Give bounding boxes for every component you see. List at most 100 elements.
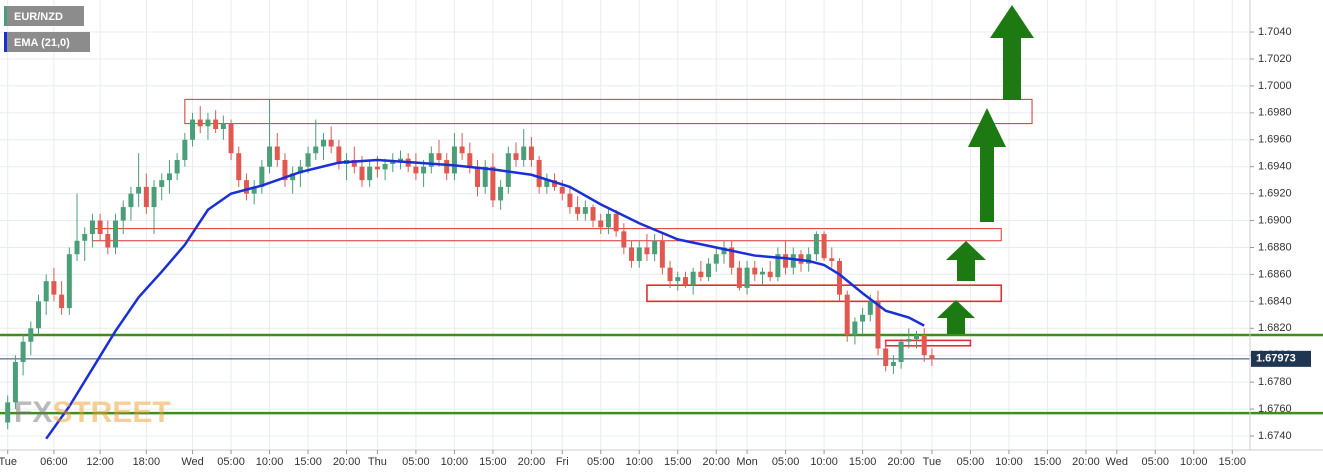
candle-body [729,247,735,268]
candle-body [190,119,196,140]
x-tick-label: Tue [0,456,17,468]
candle-body [459,146,465,154]
y-tick-label: 1.7000 [1258,80,1292,92]
candle-body [582,207,588,214]
candle-body [783,254,789,268]
candle-body [914,335,920,340]
candle-body [544,180,550,187]
watermark-part: STREET [52,396,170,429]
candle-body [698,271,704,278]
candle-body [89,220,95,235]
axes-layer: 1.67401.67601.67801.68001.68201.68401.68… [0,26,1311,468]
x-tick-label: 05:00 [1142,456,1170,468]
candle-body [413,166,419,174]
arrow [968,108,1006,222]
candle-body [105,234,111,248]
candle-body [359,166,365,181]
x-tick-label: Thu [368,456,387,468]
y-tick-label: 1.6880 [1258,241,1292,253]
candle-body [498,186,504,201]
x-tick-label: 10:00 [441,456,469,468]
candle-body [159,180,165,187]
candle-body [921,335,927,356]
candle-body [397,158,403,162]
candle-body [59,294,65,309]
candle-body [482,166,488,187]
legend-label: EMA (21,0) [14,37,70,49]
grid-layer [0,0,1250,450]
x-tick-label: 05:00 [772,456,800,468]
x-tick-label: 12:00 [86,456,114,468]
x-tick-label: 18:00 [133,456,161,468]
candle-body [151,186,157,208]
y-tick-label: 1.6960 [1258,134,1292,146]
candle-body [374,166,380,170]
candle-body [759,271,765,275]
candle-body [274,146,280,160]
legend: EUR/NZD EMA (21,0) [4,6,90,52]
candle-body [636,247,642,261]
candle-body [706,263,712,278]
candle-body [821,234,827,259]
candle-body [382,164,388,170]
candle-body [74,240,80,255]
candle-body [313,146,319,154]
candle-body [228,123,234,154]
candle-body [598,220,604,228]
candle-body [351,159,357,167]
y-tick-label: 1.6760 [1258,403,1292,415]
legend-box [4,32,90,52]
candle-body [166,173,172,181]
candle-body [860,314,866,322]
y-tick-label: 1.6920 [1258,188,1292,200]
x-tick-label: 20:00 [333,456,361,468]
y-tick-label: 1.6900 [1258,214,1292,226]
candle-body [451,146,457,174]
candle-body [20,341,26,362]
x-tick-label: 05:00 [957,456,985,468]
candle-body [328,139,334,147]
candle-body [12,361,18,403]
x-tick-label: 10:00 [256,456,284,468]
candle-body [436,153,442,160]
candle-body [844,294,850,336]
x-tick-label: Tue [923,456,942,468]
candle-body [282,159,288,181]
x-tick-label: 06:00 [40,456,68,468]
candle-body [5,402,11,423]
x-tick-label: Wed [181,456,203,468]
y-tick-label: 1.6980 [1258,107,1292,119]
zone [884,339,972,347]
zone [184,98,1033,125]
x-tick-label: Wed [1106,456,1128,468]
candle-body [682,277,688,286]
x-tick-label: 15:00 [479,456,507,468]
candle-body [243,180,249,194]
candle-body [536,159,542,187]
candle-body [513,153,519,160]
legend-box [4,6,84,26]
candle-body [690,271,696,286]
arrow [946,241,986,281]
candle-body [336,146,342,165]
candle-body [736,267,742,288]
candle-body [744,267,750,288]
candle-body [51,281,57,295]
candle-body [659,240,665,268]
x-tick-label: 10:00 [625,456,653,468]
x-tick-label: 15:00 [294,456,322,468]
candle-body [297,166,303,174]
x-tick-label: 10:00 [1180,456,1208,468]
x-tick-label: 05:00 [587,456,615,468]
candle-body [590,207,596,221]
x-tick-label: 05:00 [402,456,430,468]
x-tick-label: 10:00 [810,456,838,468]
candle-body [305,153,311,167]
candle-body [267,146,273,167]
candle-body [43,281,49,302]
x-tick-label: 15:00 [849,456,877,468]
arrow [990,5,1034,100]
candle-body [790,254,796,268]
x-tick-label: 15:00 [664,456,692,468]
y-tick-label: 1.6940 [1258,161,1292,173]
